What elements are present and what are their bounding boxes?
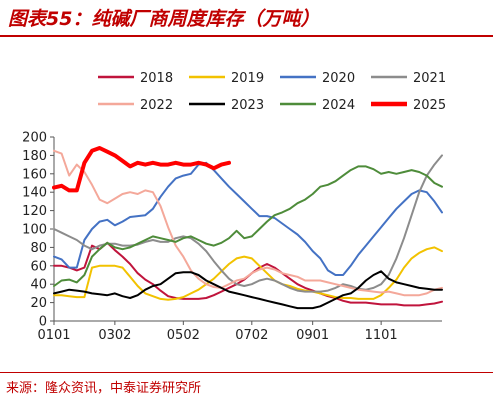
x-tick-label: 0302: [98, 328, 131, 343]
source-note: 来源：隆众资讯，中泰证券研究所: [6, 381, 202, 396]
legend-label-2021: 2021: [413, 71, 446, 86]
y-tick-label: 200: [22, 131, 47, 146]
series-line-2020: [53, 161, 443, 276]
legend-label-2020: 2020: [322, 71, 355, 86]
y-tick-label: 80: [30, 241, 47, 256]
legend-label-2024: 2024: [322, 98, 355, 113]
footer-divider: [0, 372, 493, 373]
x-tick-label: 0901: [296, 328, 329, 343]
x-tick-label: 0702: [235, 328, 268, 343]
y-tick-label: 40: [30, 278, 47, 293]
y-tick-label: 140: [22, 186, 47, 201]
y-tick-label: 180: [22, 149, 47, 164]
header-divider: [0, 35, 493, 37]
series-line-2023: [53, 270, 443, 310]
legend-label-2023: 2023: [231, 98, 264, 113]
x-tick-label: 0502: [167, 328, 200, 343]
y-tick-label: 60: [30, 259, 47, 274]
series-line-2021: [53, 154, 443, 293]
series-line-2024: [53, 165, 443, 287]
chart-legend: 2018 2019 2020 2021 2022 2023 2024 2025: [98, 71, 446, 113]
series-line-2025: [52, 146, 231, 193]
legend-label-2018: 2018: [140, 71, 173, 86]
y-tick-label: 100: [22, 223, 47, 238]
series-line-2022: [53, 149, 443, 297]
legend-label-2019: 2019: [231, 71, 264, 86]
legend-label-2025: 2025: [413, 98, 446, 113]
chart-header: 图表55：纯碱厂商周度库存（万吨）: [0, 0, 493, 34]
chart-title: 图表55：纯碱厂商周度库存（万吨）: [8, 8, 320, 30]
legend-label-2022: 2022: [140, 98, 173, 113]
series-line-2019: [53, 246, 443, 301]
x-tick-label: 0101: [37, 328, 70, 343]
chart-series-lines: [52, 146, 443, 310]
inventory-line-chart: 2018 2019 2020 2021 2022 2023 2024 2025 0 20 40 60…: [22, 71, 446, 343]
y-tick-label: 120: [22, 204, 47, 219]
y-tick-label: 160: [22, 167, 47, 182]
y-tick-label: 20: [30, 296, 47, 311]
chart-axes: 0 20 40 60 80 100 120 140 160 180 200 0101 0302 0502 0…: [22, 131, 442, 343]
y-tick-label: 0: [39, 315, 47, 330]
x-tick-label: 1101: [365, 328, 398, 343]
